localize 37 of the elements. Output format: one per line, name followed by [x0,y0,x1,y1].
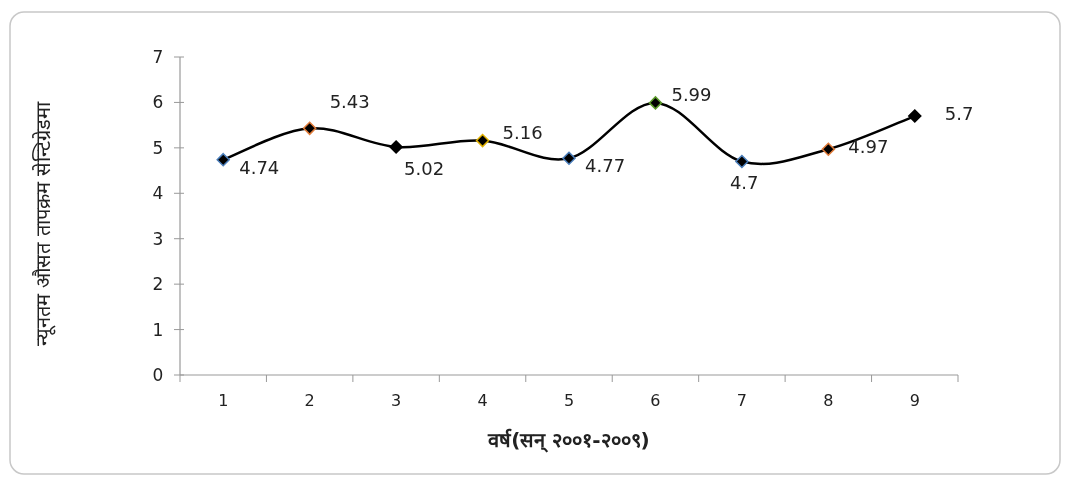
y-axis-title: न्यूनतम औसत तापक्रम सेन्टिग्रेडमा [31,100,56,347]
x-tick-label: 7 [736,391,747,410]
x-tick-label: 1 [218,391,229,410]
y-tick-label: 6 [152,92,164,113]
data-label: 5.99 [671,83,712,105]
x-tick-label: 8 [823,391,834,410]
point [562,151,576,166]
data-label: 5.7 [944,103,974,125]
y-tick-label: 7 [152,47,164,67]
data-label: 5.02 [404,157,445,179]
y-tick-label: 4 [152,183,164,204]
x-tick-label: 4 [477,391,488,410]
point [735,154,749,169]
data-label: 4.77 [585,155,626,177]
y-tick-label: 1 [152,319,164,340]
x-tick-label: 3 [391,391,402,410]
y-tick-label: 2 [152,274,164,295]
y-tick-label: 0 [152,365,164,385]
x-tick-label: 2 [304,391,315,410]
data-label: 4.7 [729,172,759,194]
x-tick-label: 5 [563,391,575,410]
x-axis-title: वर्ष(सन् २००१-२००९) [487,428,650,453]
data-label: 4.97 [848,136,889,158]
point [821,142,836,156]
point [216,152,230,167]
point [648,96,663,110]
y-tick-label: 5 [152,137,164,158]
data-label: 5.43 [329,91,370,113]
point [908,109,922,123]
point [389,140,403,154]
y-tick-label: 3 [152,228,164,249]
point [475,133,490,148]
point [302,121,317,136]
x-tick-label: 6 [650,391,661,410]
x-tick-label: 9 [909,391,920,410]
data-label: 4.74 [239,156,280,178]
data-label: 5.16 [502,121,543,143]
